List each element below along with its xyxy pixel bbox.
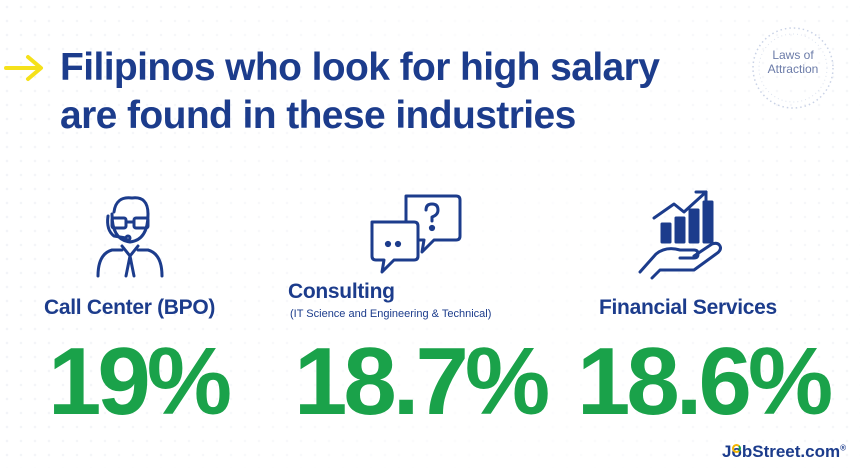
industry-label-consulting: Consulting bbox=[288, 280, 395, 303]
industry-sublabel-consulting: (IT Science and Engineering & Technical) bbox=[290, 308, 492, 320]
industry-label-call-center: Call Center (BPO) bbox=[44, 296, 216, 319]
badge-line-2: Attraction bbox=[767, 62, 819, 76]
dotted-ring-icon bbox=[752, 27, 834, 109]
jobstreet-logo: Jo bStreet.com® bbox=[722, 442, 846, 462]
industry-value-financial-services: 18.6% bbox=[577, 328, 833, 435]
headline-line-2: are found in these industries bbox=[60, 94, 576, 137]
industry-value-consulting: 18.7% bbox=[294, 328, 550, 435]
badge-line-1: Laws of bbox=[772, 48, 814, 62]
headline: Filipinos who look for high salary are f… bbox=[60, 44, 710, 140]
logo-text-rest: bStreet.com bbox=[741, 442, 841, 461]
hand-growth-chart-icon bbox=[638, 190, 722, 280]
logo-text-j: J bbox=[721, 442, 732, 461]
laws-of-attraction-badge: Laws of Attraction bbox=[747, 27, 839, 109]
logo-swirl-icon bbox=[732, 444, 742, 453]
chat-bubbles-icon bbox=[370, 194, 462, 274]
industry-label-financial-services: Financial Services bbox=[599, 296, 777, 319]
logo-registered-mark: ® bbox=[840, 443, 846, 453]
industry-value-call-center: 19% bbox=[48, 328, 232, 435]
arrow-right-icon bbox=[4, 55, 43, 81]
call-center-agent-icon bbox=[96, 196, 164, 278]
headline-line-1: Filipinos who look for high salary bbox=[60, 46, 660, 89]
